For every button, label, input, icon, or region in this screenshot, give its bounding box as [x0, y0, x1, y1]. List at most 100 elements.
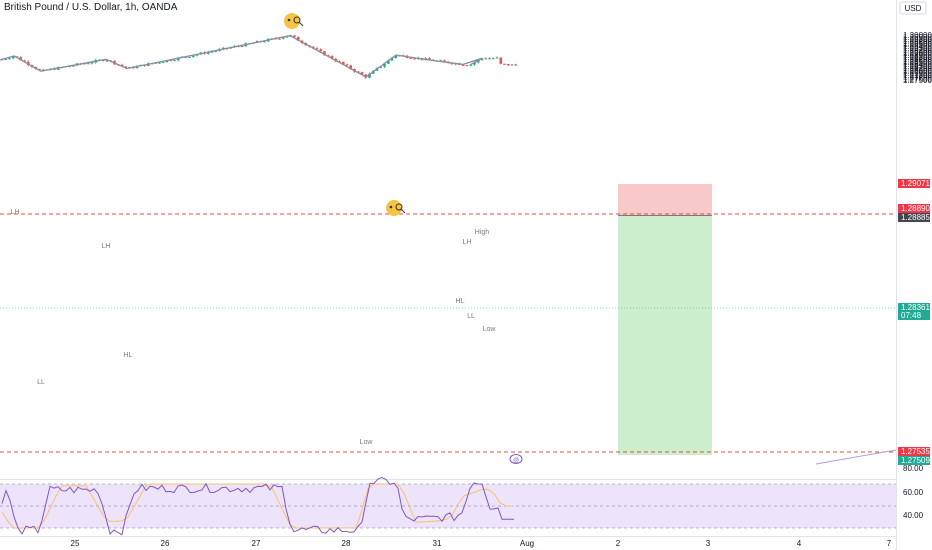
price-tick-label: 1.29700	[903, 37, 932, 46]
candle-body	[173, 60, 176, 62]
svg-text:1.28890: 1.28890	[901, 204, 930, 213]
candle-body	[469, 64, 473, 66]
time-tick-label: 28	[342, 539, 351, 548]
candle-body	[71, 65, 75, 67]
swing-label: LH	[463, 239, 472, 246]
price-tick-label: 1.28800	[903, 53, 932, 62]
trend-line[interactable]	[815, 449, 897, 465]
candle-body	[90, 62, 94, 64]
candle-body	[23, 60, 26, 62]
candle-body	[86, 63, 90, 65]
svg-text:1.29071: 1.29071	[901, 179, 930, 188]
rsi-tick-label: 80.00	[903, 464, 924, 473]
candle-body	[188, 56, 191, 58]
candle-body	[311, 46, 315, 49]
swing-label: High	[475, 229, 490, 236]
candle-body	[191, 55, 195, 57]
swing-label: LL	[37, 379, 45, 386]
time-axis[interactable]: 25 26 27 28 31 Aug 2 3 4 7	[71, 539, 892, 548]
price-tick-label: 1.27600	[903, 74, 932, 83]
price-tick-label: 1.29500	[903, 40, 932, 49]
candle-body	[11, 56, 15, 59]
price-tick-label: 1.28500	[903, 58, 932, 67]
swing-label: LH	[11, 209, 20, 216]
target-tag-green: 1.27509	[898, 456, 930, 465]
time-tick-label: 27	[252, 539, 261, 548]
candle-body	[386, 60, 390, 64]
candle-body	[184, 56, 188, 58]
svg-text:07:48: 07:48	[901, 311, 922, 320]
candle-body	[364, 74, 368, 78]
candle-body	[461, 64, 465, 66]
price-tick-label: 1.27700	[903, 73, 932, 82]
price-tick-label: 1.29200	[903, 46, 932, 55]
candle-body	[488, 58, 491, 60]
candle-body	[124, 66, 128, 69]
candle-body	[293, 35, 296, 38]
candle-body	[8, 58, 11, 60]
candle-body	[394, 55, 398, 59]
time-tick-label: Aug	[520, 539, 534, 548]
time-tick-label: 2	[616, 539, 621, 548]
price-tick-label: 1.29100	[903, 47, 932, 56]
candle-body	[360, 72, 364, 75]
candle-body	[349, 65, 353, 70]
stop-zone[interactable]	[618, 184, 712, 215]
svg-text:1.27509: 1.27509	[901, 456, 930, 465]
target-tag-red: 1.27535	[898, 447, 930, 456]
price-tick-label: 1.28400	[903, 60, 932, 69]
svg-text:1.28361: 1.28361	[901, 303, 930, 312]
candle-body	[315, 48, 319, 50]
candle-body	[319, 49, 323, 52]
rsi-tick-label: 40.00	[903, 511, 924, 520]
rsi-axis[interactable]: 80.00 60.00 40.00	[903, 464, 924, 520]
candle-body	[506, 63, 510, 66]
candle-body	[409, 57, 413, 59]
time-tick-label: 7	[887, 539, 892, 548]
alert-marker[interactable]: @	[509, 454, 523, 465]
swing-label: HL	[124, 352, 133, 359]
time-tick-label: 3	[706, 539, 711, 548]
price-tick-label: 1.30000	[903, 31, 932, 40]
candle-body	[330, 55, 334, 60]
swing-label: Low	[360, 439, 374, 446]
candle-body	[105, 60, 109, 62]
candle-body	[480, 58, 484, 60]
price-tick-label: 1.28100	[903, 65, 932, 74]
candle-body	[214, 50, 218, 52]
swing-label: LH	[102, 243, 111, 250]
candle-body	[4, 58, 8, 60]
candle-body	[263, 41, 266, 43]
candle-body	[443, 60, 446, 62]
candle-body	[514, 64, 518, 66]
price-tick-label: 1.27900	[903, 69, 932, 78]
price-tick-label: 1.29800	[903, 35, 932, 44]
price-tick-label: 1.29400	[903, 42, 932, 51]
time-tick-label: 26	[161, 539, 170, 548]
price-tick-label: 1.27500	[903, 76, 932, 85]
price-tick-label: 1.28900	[903, 51, 932, 60]
candle-body	[15, 56, 19, 58]
candle-body	[38, 69, 41, 71]
rsi-line	[1, 476, 514, 536]
currency-label[interactable]: USD	[899, 1, 927, 15]
price-tick-label: 1.27800	[903, 71, 932, 80]
candle-body	[341, 61, 345, 65]
entry-tag-red: 1.28890	[898, 204, 930, 213]
candle-body	[206, 52, 210, 54]
target-zone[interactable]	[618, 216, 712, 455]
emoji-marker-top	[284, 13, 304, 29]
candle-body	[161, 62, 165, 64]
time-tick-label: 4	[797, 539, 802, 548]
candle-body	[278, 38, 281, 40]
time-tick-label: 31	[433, 539, 442, 548]
candle-body	[383, 63, 386, 67]
stop-tag: 1.29071	[898, 179, 930, 188]
price-tick-label: 1.29000	[903, 49, 932, 58]
candle-body	[390, 58, 394, 61]
rsi-tick-label: 60.00	[903, 488, 924, 497]
price-tick-label: 1.28700	[903, 55, 932, 64]
price-axis[interactable]: 1.300001.299001.298001.297001.296001.295…	[903, 31, 932, 85]
